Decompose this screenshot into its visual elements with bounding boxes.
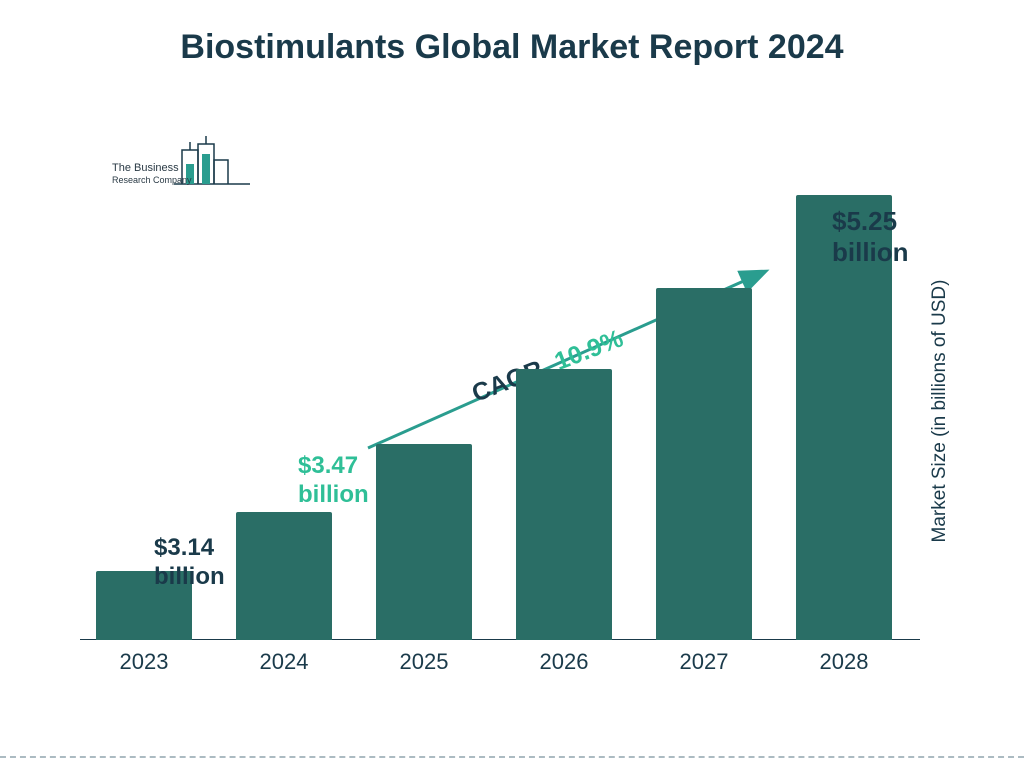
y-axis-label: Market Size (in billions of USD) — [929, 280, 951, 543]
x-label-2027: 2027 — [654, 649, 754, 675]
bar-2025 — [376, 444, 472, 640]
chart-title: Biostimulants Global Market Report 2024 — [0, 28, 1024, 67]
x-axis-baseline — [80, 639, 920, 640]
cagr-text-percent: 10.9% — [551, 324, 627, 376]
x-label-2023: 2023 — [94, 649, 194, 675]
bar-2026 — [516, 369, 612, 640]
x-label-2024: 2024 — [234, 649, 334, 675]
chart-area: CAGR 10.9% Market Size (in billions of U… — [80, 120, 920, 680]
x-label-2025: 2025 — [374, 649, 474, 675]
bar-2027 — [656, 288, 752, 640]
value-label-1: $3.47 billion — [298, 452, 369, 510]
chart-title-text: Biostimulants Global Market Report 2024 — [180, 28, 843, 66]
value-label-2: $5.25 billion — [832, 206, 920, 268]
x-label-2028: 2028 — [794, 649, 894, 675]
value-label-0: $3.14 billion — [154, 534, 225, 592]
x-label-2026: 2026 — [514, 649, 614, 675]
bottom-divider — [0, 756, 1024, 758]
bar-2024 — [236, 512, 332, 640]
